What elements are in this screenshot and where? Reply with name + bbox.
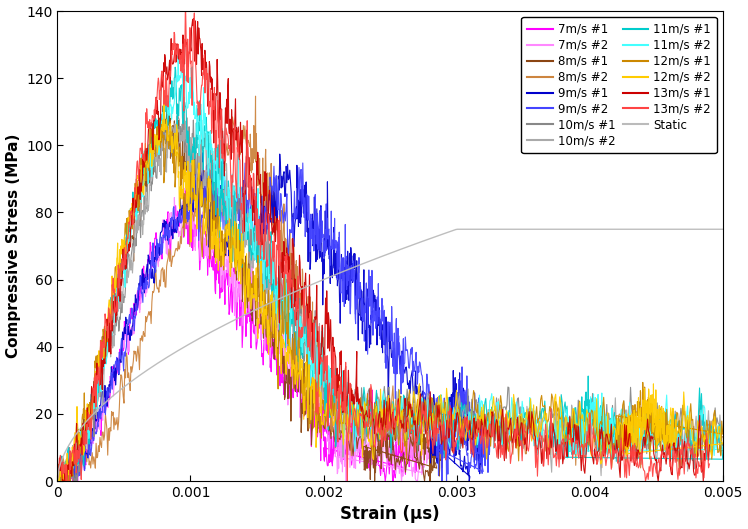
Y-axis label: Compressive Stress (MPa): Compressive Stress (MPa) bbox=[5, 134, 20, 358]
Legend: 7m/s #1, 7m/s #2, 8m/s #1, 8m/s #2, 9m/s #1, 9m/s #2, 10m/s #1, 10m/s #2, 11m/s : 7m/s #1, 7m/s #2, 8m/s #1, 8m/s #2, 9m/s… bbox=[521, 17, 717, 153]
X-axis label: Strain (μs): Strain (μs) bbox=[340, 505, 440, 523]
